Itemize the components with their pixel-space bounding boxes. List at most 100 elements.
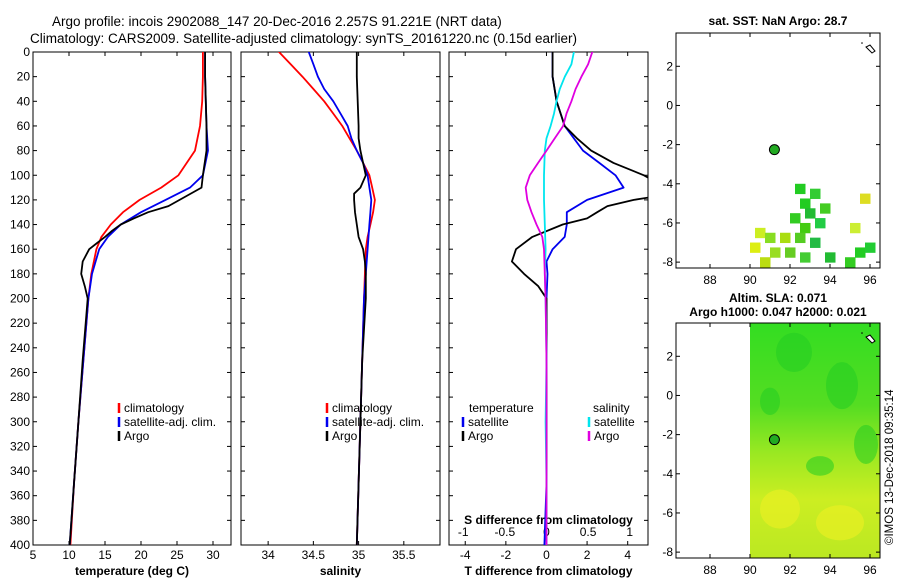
legend-right-title: salinity [593, 401, 630, 415]
sst-cell [800, 252, 811, 263]
s-tick-label: -1 [458, 525, 469, 539]
x-tick-label: 88 [703, 273, 717, 287]
series-s-argo [524, 52, 594, 545]
difference-panel: -4 -2 0 2 4 T difference from climatology -1 -0… [448, 51, 649, 578]
sla-feature [760, 489, 800, 529]
legend-left-1-label: Argo [468, 429, 494, 443]
sla-feature [854, 424, 878, 464]
x-tick-label: 90 [743, 563, 757, 577]
y-tick-label: 200 [10, 292, 30, 306]
y-tick-label: 80 [17, 144, 31, 158]
x-tick-label: 20 [134, 548, 148, 562]
altimetry-map-panel: 2 0 -2 -4 -6 -8 88 90 92 94 96 Altim. SLA: 0.071Arg… [662, 291, 881, 577]
sst-cell [810, 188, 821, 199]
y-tick-label: 100 [10, 168, 30, 182]
sst-cell [845, 257, 856, 268]
series-group [510, 52, 648, 545]
sst-cell [820, 203, 831, 214]
y-tick-label: -8 [662, 255, 673, 269]
map-title-line-1: Altim. SLA: 0.071 [729, 291, 827, 305]
series-t-satellite [543, 52, 625, 545]
x-tick-label: 0 [543, 548, 550, 562]
title-line-2: Climatology: CARS2009. Satellite-adjuste… [30, 31, 577, 46]
sst-cell [780, 232, 791, 244]
y-tick-label: -8 [662, 545, 673, 559]
y-tick-label: -2 [662, 138, 673, 152]
sst-cell [760, 257, 771, 268]
x-tick-label: 2 [584, 548, 591, 562]
x-tick-label: 96 [863, 563, 877, 577]
legend-0-label: climatology [124, 401, 184, 415]
x-tick-label: 96 [863, 273, 877, 287]
sla-feature [826, 362, 858, 410]
x-tick-label: -4 [460, 548, 471, 562]
x-tick-label: 5 [30, 548, 37, 562]
x-tick-label: 35 [352, 548, 366, 562]
sst-cell [790, 213, 801, 224]
y-tick-label: 140 [10, 218, 30, 232]
y-tick-label: 300 [10, 415, 30, 429]
x-tick-label: 94 [823, 563, 837, 577]
sst-cell [750, 242, 761, 253]
series-argo [68, 52, 208, 545]
sst-cell [865, 242, 876, 253]
plot-frame [240, 51, 441, 546]
y-tick-label: 320 [10, 439, 30, 453]
series-s-satellite [543, 52, 575, 545]
y-tick-label: 0 [23, 45, 30, 59]
y-tick-label: 220 [10, 316, 30, 330]
plot-frame [448, 51, 649, 546]
y-tick-label: 40 [17, 94, 31, 108]
sst-cell [800, 222, 811, 234]
y-tick-label: -6 [662, 216, 673, 230]
map-frame [675, 322, 881, 559]
sla-feature [760, 387, 780, 416]
x-tick-label: 30 [206, 548, 220, 562]
legend-1-label: satellite-adj. clim. [332, 415, 424, 429]
x-tick-label: 94 [823, 273, 837, 287]
legend-left-0-label: satellite [468, 415, 509, 429]
argo-position-marker [768, 144, 780, 156]
sst-cell [815, 218, 826, 229]
s-tick-label: 0.5 [580, 525, 597, 539]
y-tick-label: 0 [666, 388, 673, 402]
series-group [278, 52, 376, 545]
sst-cell [825, 252, 836, 263]
sst-cell [785, 247, 796, 258]
legend-1-label: satellite-adj. clim. [124, 415, 216, 429]
series-satellite-adj-clim- [307, 52, 373, 545]
salinity-panel: 34 34.5 35 35.5 salinity climatologysatellite… [240, 51, 441, 578]
x-axis-label: temperature (deg C) [75, 564, 189, 578]
legend-right-1-label: Argo [594, 429, 620, 443]
sst-cell [755, 227, 766, 239]
y-tick-label: 20 [17, 70, 31, 84]
s-tick-label: 1 [626, 525, 633, 539]
y-tick-label: 0 [666, 98, 673, 112]
x-tick-label: 34.5 [302, 548, 326, 562]
y-tick-label: 180 [10, 267, 30, 281]
x-tick-label: 90 [743, 273, 757, 287]
y-tick-label: -6 [662, 506, 673, 520]
island-outline [865, 334, 876, 344]
x-tick-label: 35.5 [392, 548, 416, 562]
x-tick-label: 10 [62, 548, 76, 562]
imos-credit: ©IMOS 13-Dec-2018 09:35:14 [884, 389, 896, 545]
sst-cell [855, 247, 866, 258]
sst-cell [795, 183, 806, 195]
island-outline [865, 44, 876, 54]
x-axis-label: T difference from climatology [464, 564, 632, 578]
sla-feature [806, 456, 834, 476]
y-tick-label: 120 [10, 193, 30, 207]
legend-right-0-label: satellite [594, 415, 635, 429]
sla-feature [776, 332, 812, 372]
series-t-argo [510, 52, 648, 545]
series-satellite-adj-clim- [68, 52, 209, 545]
sst-cell [795, 232, 806, 244]
temperature-panel: 0 20 40 60 80 100 120 140 160 180 200 220 240 260 280 3… [10, 45, 232, 578]
x-tick-label: 92 [783, 563, 797, 577]
y-tick-label: 260 [10, 365, 30, 379]
s-tick-label: -0.5 [494, 525, 515, 539]
y-tick-label: 360 [10, 489, 30, 503]
island-dot [861, 42, 863, 44]
map-title-line-2: Argo h1000: 0.047 h2000: 0.021 [689, 305, 867, 319]
